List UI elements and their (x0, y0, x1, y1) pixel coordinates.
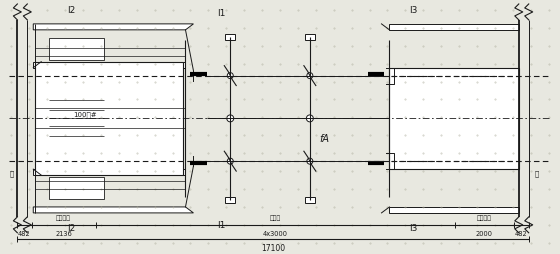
Text: 17100: 17100 (261, 243, 285, 252)
Text: 2000: 2000 (476, 230, 493, 236)
Circle shape (306, 116, 314, 122)
Polygon shape (389, 207, 519, 213)
Circle shape (227, 116, 234, 122)
Bar (305, 197, 315, 203)
Circle shape (227, 73, 233, 79)
Polygon shape (33, 62, 185, 68)
Circle shape (227, 158, 233, 165)
Text: l2: l2 (67, 6, 76, 15)
Circle shape (307, 158, 313, 165)
Text: 桩: 桩 (535, 170, 539, 177)
Bar (305, 35, 315, 41)
Polygon shape (33, 207, 193, 213)
Bar (35, 62, 184, 176)
Bar (225, 35, 235, 41)
Text: 482: 482 (515, 230, 528, 236)
Text: 100拼#: 100拼# (73, 111, 97, 117)
Text: 新节节头: 新节节头 (56, 214, 71, 220)
Text: 旧尾尾头: 旧尾尾头 (477, 214, 492, 220)
Bar (225, 197, 235, 203)
Text: l2: l2 (67, 223, 76, 232)
Text: l3: l3 (409, 6, 418, 15)
Polygon shape (33, 169, 185, 176)
Polygon shape (33, 25, 193, 31)
Bar (49, 39, 104, 60)
Text: 482: 482 (18, 230, 31, 236)
Bar (389, 68, 519, 169)
Text: 桩: 桩 (10, 170, 13, 177)
Text: 4x3000: 4x3000 (263, 230, 288, 236)
Polygon shape (389, 25, 519, 31)
Text: 中间节: 中间节 (269, 214, 281, 220)
Circle shape (307, 73, 313, 79)
Text: 2136: 2136 (55, 230, 72, 236)
Text: l3: l3 (409, 223, 418, 232)
Bar (49, 177, 104, 199)
Text: fA: fA (320, 134, 330, 144)
Text: l1: l1 (217, 220, 225, 229)
Text: l1: l1 (217, 9, 225, 18)
